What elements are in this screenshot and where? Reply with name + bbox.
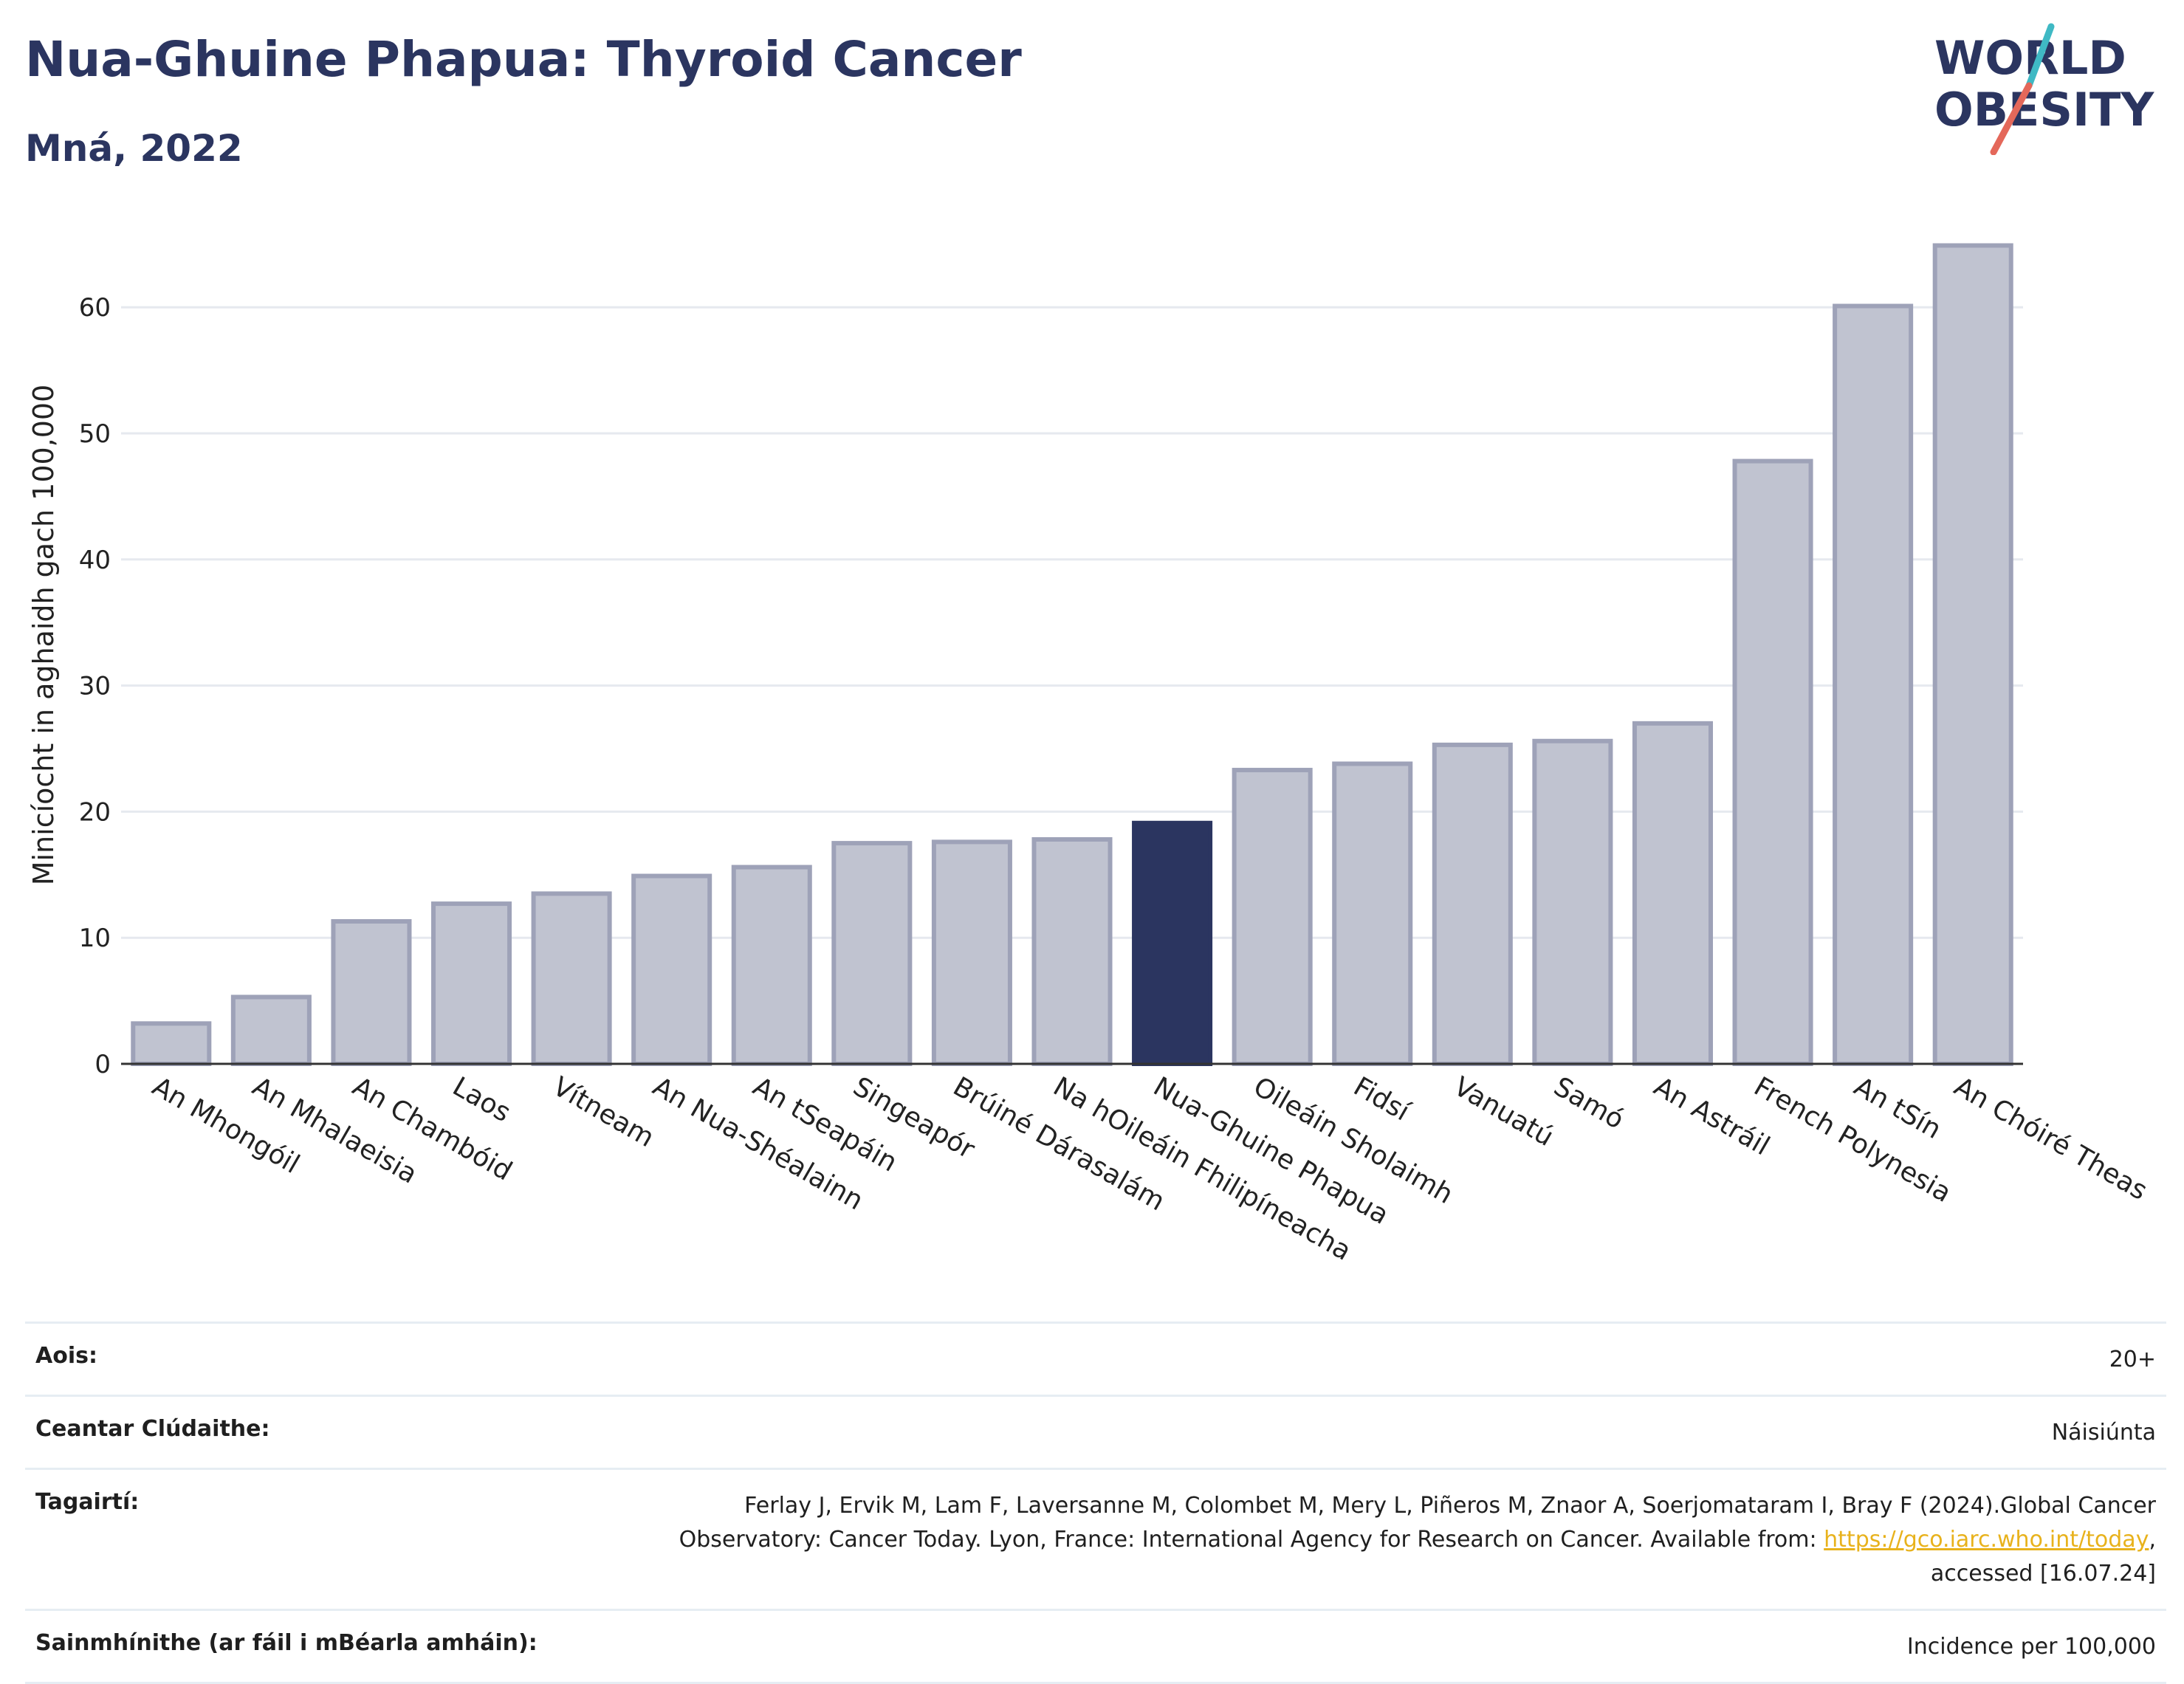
chart-title: Nua-Ghuine Phapua: Thyroid Cancer: [25, 31, 1022, 88]
bar: [230, 994, 312, 1066]
y-tick-labels: 0 10 20 30 40 50 60: [79, 293, 111, 1079]
bars: [131, 243, 2013, 1067]
bar: [1632, 721, 1713, 1067]
definitions-value: Incidence per 100,000: [1906, 1634, 2156, 1660]
logo-slash-teal: [2025, 23, 2055, 89]
bar: [931, 839, 1012, 1066]
y-tick-label: 50: [79, 419, 111, 449]
bar: [131, 1021, 212, 1066]
bar: [731, 865, 812, 1066]
logo-text-obesity: OBESITY: [1934, 83, 2154, 137]
bar: [431, 901, 512, 1066]
logo-slash-red: [1990, 82, 2033, 155]
age-value: 20+: [2109, 1347, 2156, 1372]
bar: [1232, 768, 1313, 1066]
age-label: Aois:: [35, 1343, 97, 1369]
world-obesity-logo: WORLD OBESITY: [1934, 23, 2154, 155]
references-line-1: Ferlay J, Ervik M, Lam F, Laversanne M, …: [744, 1493, 2156, 1519]
bar: [1833, 303, 1914, 1067]
info-table: Aois: 20+ Ceantar Clúdaithe: Náisiúnta T…: [25, 1322, 2166, 1684]
chart-subtitle: Mná, 2022: [25, 127, 243, 170]
x-tick-label: Laos: [447, 1071, 515, 1128]
y-tick-label: 40: [79, 546, 111, 575]
y-axis-label: Minicíocht in aghaidh gach 100,000: [27, 385, 60, 886]
references-label: Tagairtí:: [35, 1489, 140, 1515]
references-line-3: accessed [16.07.24]: [1930, 1561, 2156, 1587]
bar: [1432, 742, 1513, 1066]
y-tick-label: 30: [79, 672, 111, 701]
bar: [331, 918, 412, 1066]
bar: [1932, 243, 2013, 1066]
info-row-references: Tagairtí: Ferlay J, Ervik M, Lam F, Lave…: [25, 1468, 2166, 1609]
y-tick-label: 20: [79, 797, 111, 827]
area-label: Ceantar Clúdaithe:: [35, 1416, 270, 1442]
y-tick-label: 60: [79, 293, 111, 323]
y-tick-label: 0: [95, 1050, 111, 1079]
x-tick-label: Samó: [1548, 1071, 1629, 1135]
info-row-age: Aois: 20+: [25, 1322, 2166, 1395]
bar: [531, 891, 612, 1067]
references-line-2: Observatory: Cancer Today. Lyon, France:…: [679, 1527, 1824, 1553]
references-line-2-end: ,: [2149, 1527, 2156, 1553]
x-tick-label: An Chóiré Theas: [1949, 1071, 2152, 1206]
info-row-definitions: Sainmhínithe (ar fáil i mBéarla amháin):…: [25, 1609, 2166, 1684]
area-value: Náisiúnta: [2051, 1420, 2156, 1446]
bar: [631, 873, 712, 1067]
x-tick-label: Vítneam: [548, 1071, 659, 1153]
bar: [1532, 738, 1613, 1066]
x-tick-label: Vanuatú: [1449, 1071, 1559, 1152]
bar: [1031, 836, 1113, 1066]
y-tick-label: 10: [79, 924, 111, 953]
bar-highlighted: [1132, 820, 1213, 1066]
references-link[interactable]: https://gco.iarc.who.int/today: [1824, 1527, 2149, 1553]
bar: [831, 841, 913, 1066]
x-tick-label: Fidsí: [1348, 1071, 1415, 1127]
bar: [1732, 458, 1813, 1066]
references-value: Ferlay J, Ervik M, Lam F, Laversanne M, …: [679, 1489, 2156, 1591]
definitions-label: Sainmhínithe (ar fáil i mBéarla amháin):: [35, 1630, 538, 1656]
x-tick-label: An Mhalaeisia: [247, 1071, 422, 1189]
bar: [1332, 761, 1413, 1066]
info-row-area: Ceantar Clúdaithe: Náisiúnta: [25, 1395, 2166, 1468]
